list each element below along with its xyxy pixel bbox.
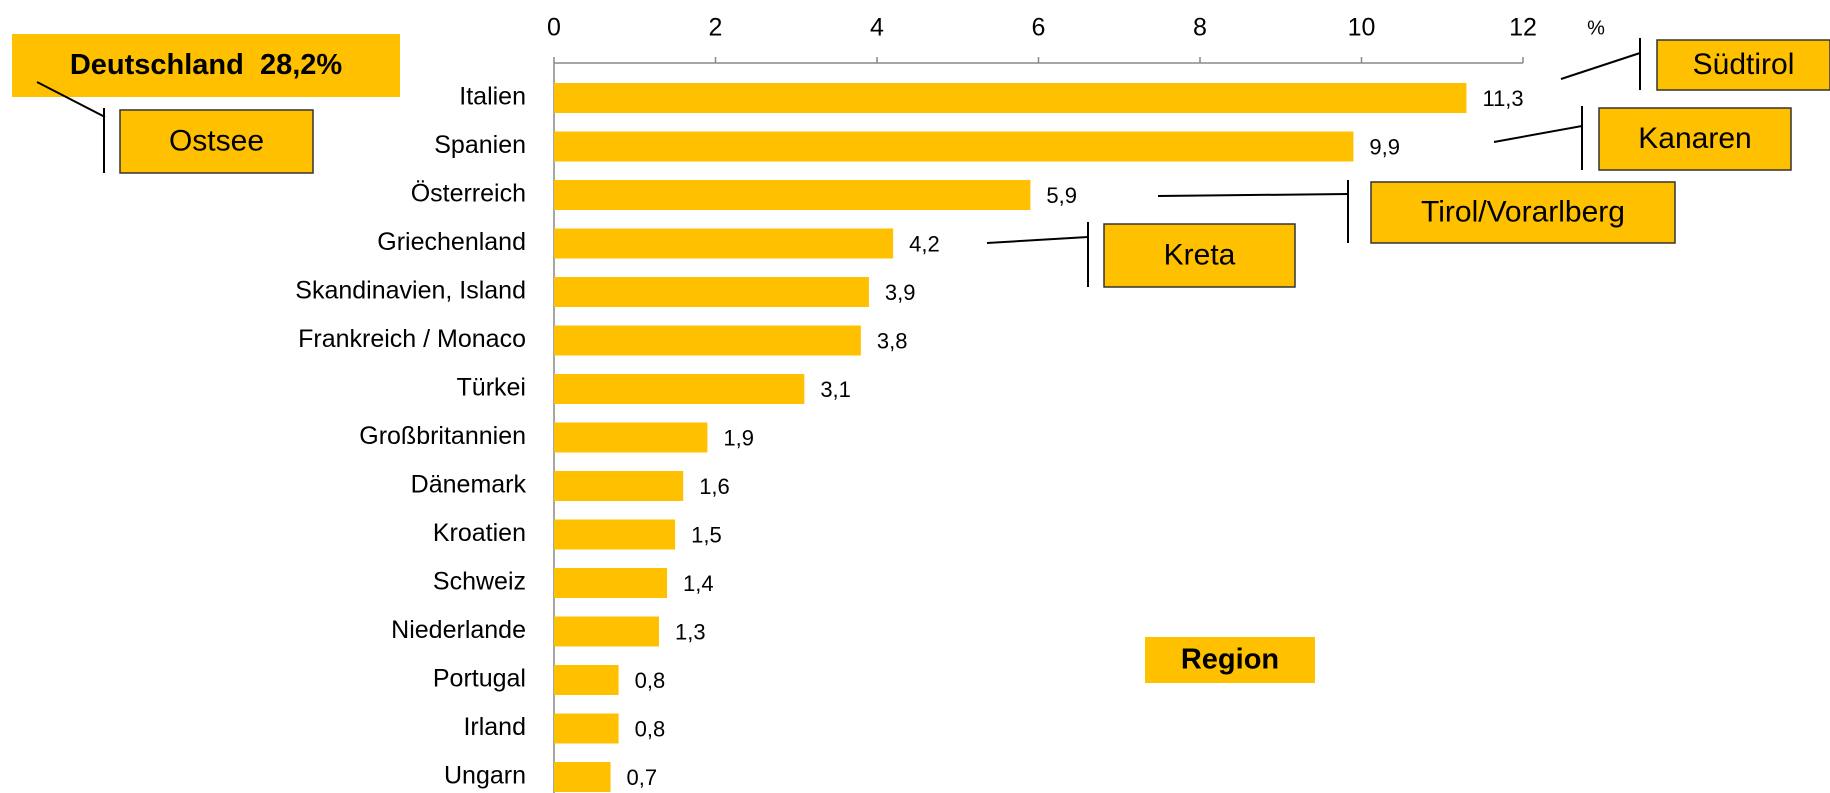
x-tick-label: 6 <box>1032 14 1046 42</box>
value-label: 9,9 <box>1369 134 1400 159</box>
value-label: 1,6 <box>699 474 730 499</box>
value-label: 0,8 <box>635 716 666 741</box>
bar <box>554 713 619 744</box>
x-tick-label: 10 <box>1348 14 1376 42</box>
bar <box>554 762 611 792</box>
bar <box>554 277 869 307</box>
y-tick-label: Dänemark <box>411 471 527 499</box>
y-tick-label: Skandinavien, Island <box>295 277 526 305</box>
annotation-text: Deutschland 28,2% <box>70 49 343 81</box>
bar <box>554 422 708 453</box>
annotation-box <box>1145 637 1315 683</box>
annotation-text: Kanaren <box>1638 122 1751 155</box>
annotation-connector <box>1560 52 1641 80</box>
axis-unit: % <box>1587 17 1605 39</box>
y-tick-label: Niederlande <box>391 616 526 644</box>
value-label: 1,3 <box>675 619 706 644</box>
y-tick-label: Ungarn <box>444 762 526 790</box>
annotation-box <box>119 109 314 174</box>
bar <box>554 228 894 259</box>
bar <box>554 180 1031 210</box>
x-tick-label: 2 <box>709 14 723 42</box>
bar <box>554 471 684 501</box>
x-tick-label: 0 <box>547 14 561 42</box>
bar <box>554 519 676 550</box>
value-label: 3,1 <box>820 377 851 402</box>
bar <box>554 374 805 404</box>
annotation-connector <box>1493 125 1583 143</box>
bar <box>554 325 861 356</box>
y-tick-label: Schweiz <box>433 568 526 596</box>
y-tick-label: Türkei <box>457 374 526 402</box>
x-tick-label: 4 <box>870 14 884 42</box>
annotation-text: Kreta <box>1164 238 1236 271</box>
annotation-connector <box>36 81 106 118</box>
annotation-text: Ostsee <box>169 124 264 157</box>
y-tick-label: Griechenland <box>377 228 526 256</box>
annotation-box <box>1598 107 1792 171</box>
annotation-text: Region <box>1181 644 1279 676</box>
annotation-box <box>1103 223 1296 288</box>
value-label: 1,9 <box>723 425 754 450</box>
annotation-box <box>12 34 400 97</box>
x-tick-label: 12 <box>1509 14 1537 42</box>
annotation-box <box>1656 39 1830 91</box>
y-tick-label: Italien <box>459 83 526 111</box>
x-tick-label: 8 <box>1193 14 1207 42</box>
annotation-box <box>1370 181 1676 244</box>
value-label: 5,9 <box>1046 183 1077 208</box>
value-label: 0,7 <box>627 765 658 790</box>
value-label: 4,2 <box>909 231 940 256</box>
y-tick-label: Kroatien <box>433 519 526 547</box>
value-label: 1,4 <box>683 571 714 596</box>
value-label: 11,3 <box>1482 86 1523 111</box>
y-tick-label: Spanien <box>434 131 526 159</box>
y-tick-label: Großbritannien <box>359 422 526 450</box>
value-label: 0,8 <box>635 668 666 693</box>
bar <box>554 568 668 598</box>
y-tick-label: Frankreich / Monaco <box>298 325 526 353</box>
annotation-text: Südtirol <box>1693 48 1795 81</box>
value-label: 3,8 <box>877 328 908 353</box>
bar <box>554 616 659 647</box>
annotation-text: Tirol/Vorarlberg <box>1421 195 1625 228</box>
y-tick-label: Irland <box>463 713 526 741</box>
bar <box>554 83 1467 113</box>
value-label: 1,5 <box>691 522 722 547</box>
bar <box>554 131 1354 162</box>
y-tick-label: Österreich <box>411 180 526 208</box>
bar <box>554 665 619 695</box>
y-tick-label: Portugal <box>433 665 526 693</box>
value-label: 3,9 <box>885 280 916 305</box>
annotation-connector <box>986 236 1089 244</box>
annotation-connector <box>1157 193 1349 197</box>
